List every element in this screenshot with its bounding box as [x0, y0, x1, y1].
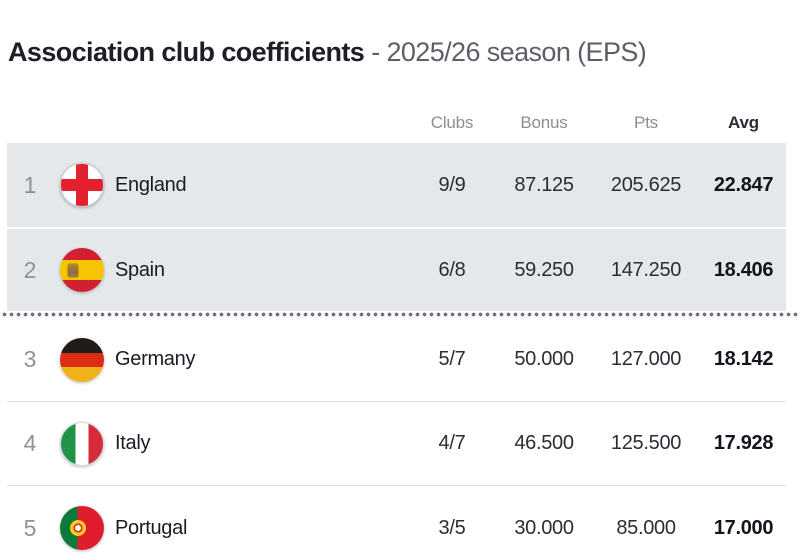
page-title-season: - 2025/26 season (EPS) — [371, 37, 647, 67]
table-row-portugal[interactable]: 5 Portugal 3/5 30.000 85.000 17.000 — [7, 486, 786, 555]
pts-value: 147.250 — [610, 258, 682, 281]
clubs-value: 4/7 — [438, 432, 466, 454]
pts-value: 125.500 — [610, 432, 682, 454]
bonus-value: 59.250 — [514, 258, 574, 281]
clubs-value: 3/5 — [438, 516, 466, 539]
pts-value: 205.625 — [610, 173, 682, 196]
avg-value: 18.142 — [713, 348, 774, 370]
table-header-row: Clubs Bonus Pts Avg — [7, 68, 786, 143]
qualification-cutoff-dotted-line — [0, 312, 800, 317]
column-header-bonus: Bonus — [520, 113, 568, 132]
table-row-italy[interactable]: 4 Italy 4/7 46.500 125.500 17.928 — [7, 402, 786, 486]
table-row-germany[interactable]: 3 Germany 5/7 50.000 127.000 18.142 — [7, 318, 786, 402]
page-title-main: Association club coefficients — [8, 37, 365, 67]
clubs-value: 5/7 — [438, 348, 466, 370]
rank-value: 5 — [23, 514, 37, 541]
bonus-value: 87.125 — [514, 173, 574, 196]
country-name: Portugal — [115, 516, 188, 539]
column-header-avg: Avg — [728, 113, 759, 132]
bonus-value: 30.000 — [514, 516, 574, 539]
portugal-flag-icon — [60, 506, 104, 550]
table-row-spain[interactable]: 2 Spain 6/8 59.250 147.250 18.406 — [7, 227, 786, 311]
italy-flag-icon — [60, 421, 104, 466]
country-name: Germany — [115, 348, 196, 370]
country-name: Italy — [115, 432, 151, 454]
bonus-value: 50.000 — [514, 348, 574, 370]
coefficients-table: Clubs Bonus Pts Avg 1 England 9/9 87.125… — [0, 68, 800, 555]
column-header-clubs: Clubs — [430, 113, 474, 132]
avg-value: 17.000 — [713, 516, 774, 539]
rank-value: 1 — [23, 171, 37, 198]
avg-value: 18.406 — [713, 258, 774, 281]
spain-flag-icon — [60, 248, 104, 292]
england-flag-icon — [60, 163, 104, 207]
clubs-value: 9/9 — [438, 173, 466, 196]
bonus-value: 46.500 — [514, 432, 574, 454]
clubs-value: 6/8 — [438, 258, 466, 281]
country-name: England — [115, 173, 187, 196]
avg-value: 22.847 — [713, 173, 774, 196]
germany-flag-icon — [60, 337, 104, 382]
rank-value: 2 — [23, 256, 37, 283]
pts-value: 85.000 — [616, 516, 676, 539]
pts-value: 127.000 — [610, 348, 682, 370]
avg-value: 17.928 — [713, 432, 774, 454]
page-title: Association club coefficients - 2025/26 s… — [0, 0, 800, 68]
table-row-england[interactable]: 1 England 9/9 87.125 205.625 22.847 — [7, 143, 786, 227]
column-header-pts: Pts — [634, 113, 658, 132]
rank-value: 4 — [23, 430, 37, 456]
country-name: Spain — [115, 258, 165, 281]
rank-value: 3 — [23, 346, 37, 372]
